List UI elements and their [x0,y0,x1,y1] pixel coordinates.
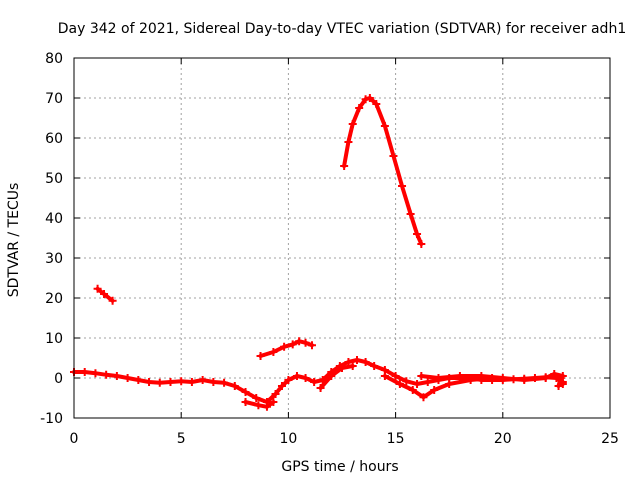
data-point [145,378,153,386]
data-point [254,401,262,409]
y-axis-label: SDTVAR / TECUs [6,183,22,298]
y-tick-label: 10 [45,331,63,347]
x-tick-label: 0 [70,431,79,447]
y-tick-label: -10 [40,411,63,427]
data-point [113,372,121,380]
x-tick-label: 20 [494,431,512,447]
y-tick-label: 30 [45,251,63,267]
x-tick-label: 10 [279,431,297,447]
data-point [81,368,89,376]
x-tick-label: 15 [387,431,405,447]
data-point [417,372,425,380]
series-afternoon-arc [344,98,421,244]
y-tick-label: 70 [45,91,63,107]
y-tick-label: 40 [45,211,63,227]
data-point [134,376,142,384]
data-point [91,369,99,377]
y-tick-label: 20 [45,291,63,307]
data-point [242,398,250,406]
y-tick-label: 50 [45,171,63,187]
data-point [340,162,348,170]
y-tick-label: 60 [45,131,63,147]
y-tick-label: 80 [45,51,63,67]
data-point [209,378,217,386]
axis-ticks: 0 5 10 15 20 25 -10 0 10 20 30 40 50 60 70 80 [40,51,619,447]
data-point [424,378,432,386]
data-point [344,138,352,146]
chart-title: Day 342 of 2021, Sidereal Day-to-day VTE… [58,21,626,37]
x-tick-label: 5 [177,431,186,447]
y-tick-label: 0 [54,371,63,387]
data-point [413,380,421,388]
x-tick-label: 25 [601,431,619,447]
data-point [199,376,207,384]
data-point [353,356,361,364]
chart: 0 5 10 15 20 25 -10 0 10 20 30 40 50 60 70 80 Day 342 o… [0,0,640,480]
data-point [166,378,174,386]
data-point [124,374,132,382]
data-series [70,94,567,411]
data-point [156,379,164,387]
data-point [102,371,110,379]
data-point [188,378,196,386]
x-axis-label: GPS time / hours [281,459,398,475]
